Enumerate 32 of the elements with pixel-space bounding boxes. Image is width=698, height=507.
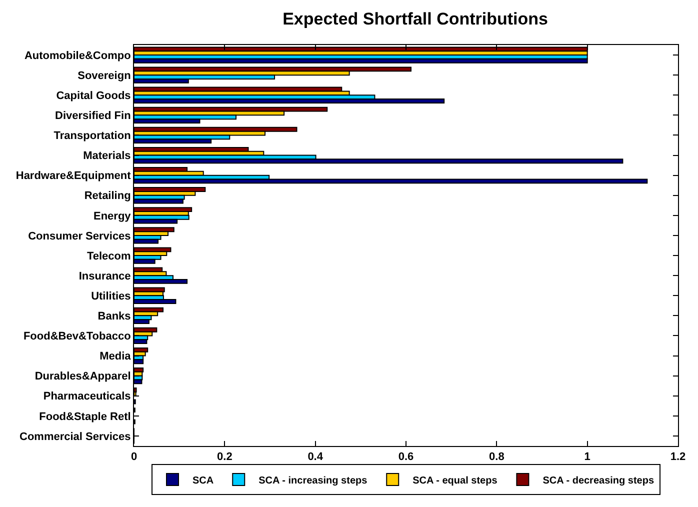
y-tick-label: Banks [98, 310, 131, 323]
y-tick-label: Energy [94, 210, 132, 222]
x-tick-label: 1 [584, 451, 590, 464]
x-tick-label: 0 [130, 451, 138, 464]
chart-title: Expected Shortfall Contributions [282, 10, 548, 29]
y-tick-label: Media [100, 350, 132, 363]
legend-label: SCA - equal steps [412, 475, 498, 486]
y-tick-label: Automobile&Compo [24, 50, 132, 62]
y-tick-label: Insurance [78, 270, 131, 282]
y-tick-label: Pharmaceuticals [43, 390, 131, 403]
x-tick-label: 0.6 [398, 451, 414, 464]
y-tick-label: Consumer Services [28, 230, 131, 242]
y-tick-label: Food&Staple Retl [39, 410, 131, 423]
y-tick-label: Capital Goods [56, 90, 131, 102]
x-tick-label: 0.8 [489, 451, 504, 464]
y-tick-label: Diversified Fin [55, 110, 132, 122]
y-tick-label: Commercial Services [20, 430, 131, 443]
legend-label: SCA - decreasing steps [542, 475, 654, 486]
y-tick-label: Food&Bev&Tobacco [23, 330, 132, 343]
y-tick-label: Retailing [84, 190, 131, 202]
legend-label: SCA - increasing steps [258, 475, 368, 486]
y-tick-label: Hardware&Equipment [16, 170, 132, 182]
y-tick-label: Durables&Apparel [34, 370, 131, 383]
y-tick-label: Sovereign [78, 70, 132, 82]
y-tick-label: Utilities [91, 290, 131, 302]
legend-label: SCA [192, 475, 214, 486]
x-tick-label: 1.2 [670, 451, 686, 464]
y-tick-label: Telecom [86, 250, 132, 262]
x-tick-label: 0.2 [217, 451, 232, 464]
y-tick-label: Materials [83, 150, 131, 162]
x-tick-label: 0.4 [308, 451, 324, 464]
y-tick-label: Transportation [54, 130, 132, 142]
